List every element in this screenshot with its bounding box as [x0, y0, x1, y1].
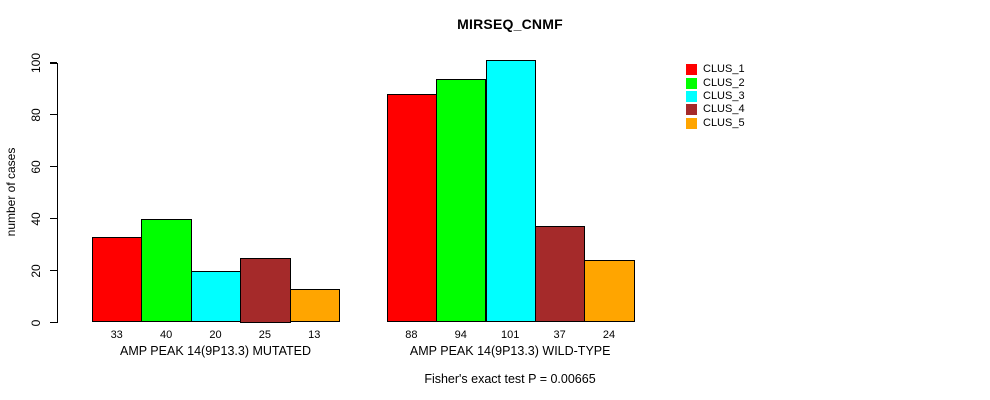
legend-item: CLUS_2	[686, 76, 745, 89]
bar-value-label: 33	[110, 329, 123, 341]
y-axis-line	[57, 63, 59, 323]
y-axis-tick	[50, 114, 57, 116]
bar	[240, 257, 291, 323]
legend-color-swatch	[686, 90, 697, 102]
x-axis-group-label: AMP PEAK 14(9P13.3) WILD-TYPE	[409, 344, 611, 358]
legend-label: CLUS_2	[703, 76, 745, 89]
y-axis-tick-label: 40	[29, 212, 43, 226]
bar	[485, 60, 536, 323]
bar-value-label: 25	[258, 329, 272, 341]
y-axis-title: number of cases	[4, 147, 18, 237]
bar-value-label: 40	[159, 329, 173, 341]
y-axis-tick-label: 80	[29, 108, 43, 122]
chart-title: MIRSEQ_CNMF	[457, 16, 563, 32]
fisher-test-annotation: Fisher's exact test P = 0.00665	[424, 372, 596, 386]
legend-item: CLUS_5	[686, 117, 745, 130]
bar-value-label: 94	[454, 329, 467, 341]
bar-value-label: 24	[602, 329, 616, 341]
bar	[584, 260, 635, 323]
x-axis-group-label: AMP PEAK 14(9P13.3) MUTATED	[119, 344, 312, 358]
legend: CLUS_1 CLUS_2 CLUS_3 CLUS_4 CLUS_5	[686, 63, 745, 130]
y-axis-tick-label: 0	[29, 319, 43, 326]
legend-label: CLUS_1	[703, 63, 745, 76]
bar-value-label: 88	[405, 329, 418, 341]
legend-color-swatch	[686, 117, 697, 129]
y-axis-tick	[50, 62, 57, 64]
bar	[289, 288, 340, 323]
legend-label: CLUS_5	[703, 116, 745, 129]
legend-color-swatch	[686, 104, 697, 116]
legend-item: CLUS_1	[686, 63, 745, 76]
legend-label: CLUS_3	[703, 89, 745, 102]
y-axis-tick	[50, 321, 57, 324]
legend-item: CLUS_3	[686, 90, 745, 103]
bar	[92, 236, 143, 323]
legend-item: CLUS_4	[686, 103, 745, 116]
y-axis-tick	[50, 218, 57, 220]
y-axis-tick-label: 100	[29, 52, 43, 74]
legend-color-swatch	[686, 77, 697, 89]
bar-value-label: 20	[209, 329, 222, 341]
legend-color-swatch	[686, 64, 697, 76]
y-axis-tick	[50, 166, 57, 168]
y-axis-tick	[50, 270, 57, 272]
y-axis-tick-label: 20	[29, 263, 43, 278]
bar-value-label: 101	[501, 329, 520, 341]
bar	[534, 226, 586, 323]
bar-value-label: 37	[553, 329, 566, 341]
bar	[141, 218, 192, 323]
legend-label: CLUS_4	[703, 103, 745, 116]
y-axis-tick-label: 60	[29, 160, 43, 174]
bar	[436, 78, 487, 323]
bar-value-label: 13	[308, 329, 321, 341]
bar	[190, 270, 242, 323]
bar	[386, 94, 438, 323]
